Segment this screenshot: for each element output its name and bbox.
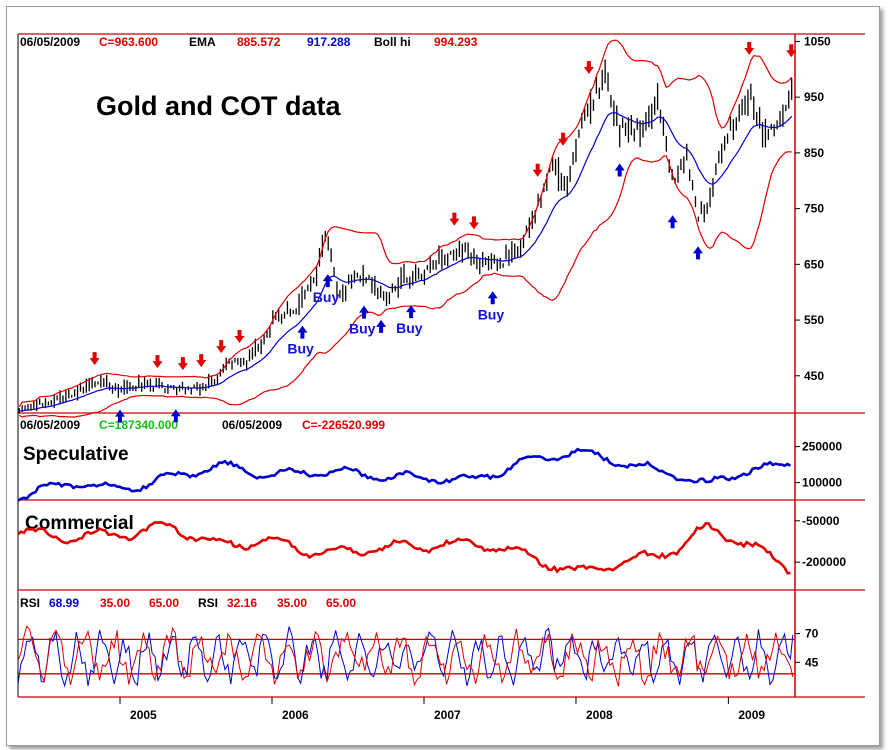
price-axis-tick-label: 650	[804, 257, 824, 271]
price-axis-tick-label: 450	[804, 369, 824, 383]
buy-arrow	[614, 163, 625, 177]
rsi-value-1: 68.99	[49, 596, 79, 610]
commercial-label: Commercial	[25, 513, 134, 534]
speculative-label: Speculative	[23, 444, 129, 465]
rsi-axis-tick-label: 45	[805, 655, 819, 669]
buy-arrow	[376, 319, 387, 333]
rsi-band-1a: 35.00	[100, 596, 130, 610]
ema-value-1: 885.572	[237, 35, 281, 49]
buy-arrow	[297, 325, 308, 339]
x-axis-tick-label: 2006	[282, 708, 309, 722]
buy-label: Buy	[396, 320, 423, 336]
sell-arrow	[583, 61, 594, 75]
x-axis-tick-label: 2009	[738, 708, 765, 722]
rsi-band-2b: 65.00	[326, 596, 356, 610]
x-axis-tick-label: 2007	[434, 708, 461, 722]
rsi-band-2a: 35.00	[277, 596, 307, 610]
buy-arrow	[170, 409, 181, 423]
speculative-line	[17, 447, 792, 502]
buy-label: Buy	[287, 341, 314, 357]
cot-axis-tick-label: -50000	[802, 514, 840, 528]
chart-title: Gold and COT data	[96, 91, 341, 121]
sell-arrow	[558, 132, 569, 146]
rsi-band-1b: 65.00	[149, 596, 179, 610]
ema-value-2: 917.288	[307, 35, 351, 49]
buy-arrow	[692, 246, 703, 260]
buy-label: Buy	[478, 306, 505, 322]
chart-window: 06/05/2009 C=963.600 EMA 885.572 917.288…	[6, 6, 880, 746]
bollinger-lower-line	[18, 151, 792, 418]
sell-arrow	[786, 44, 797, 58]
price-axis-tick-label: 1050	[804, 34, 831, 48]
price-close-label: C=963.600	[99, 35, 158, 49]
sell-arrow	[152, 355, 163, 369]
rsi-red-line	[17, 625, 794, 687]
sell-arrow	[468, 216, 479, 230]
price-axis-tick-label: 850	[804, 146, 824, 160]
buy-label: Buy	[349, 321, 376, 337]
cot-close-2: C=-226520.999	[302, 418, 385, 432]
sell-arrow	[177, 357, 188, 371]
cot-axis-tick-label: 250000	[802, 440, 842, 454]
x-axis-tick-label: 2005	[130, 708, 157, 722]
buy-arrow	[322, 274, 333, 288]
buy-arrow	[406, 305, 417, 319]
price-date-label: 06/05/2009	[20, 35, 80, 49]
rsi-axis-tick-label: 70	[805, 627, 819, 641]
buy-arrow	[115, 409, 126, 423]
rsi-value-2: 32.16	[227, 596, 257, 610]
cot-date-1: 06/05/2009	[20, 418, 80, 432]
cot-date-2: 06/05/2009	[222, 418, 282, 432]
sell-arrow	[532, 163, 543, 177]
rsi-blue-line	[17, 626, 794, 688]
cot-close-1: C=187340.000	[99, 418, 178, 432]
sell-arrow	[234, 330, 245, 344]
ema-line	[19, 112, 793, 412]
sell-arrow	[216, 340, 227, 354]
price-axis-tick-label: 950	[804, 90, 824, 104]
buy-arrow	[667, 215, 678, 229]
rsi-label-2: RSI	[198, 596, 218, 610]
ema-label: EMA	[189, 35, 216, 49]
bollinger-upper-line	[18, 39, 793, 408]
boll-label: Boll hi	[374, 35, 411, 49]
chart-canvas: 06/05/2009 C=963.600 EMA 885.572 917.288…	[17, 33, 865, 722]
sell-arrow	[744, 42, 755, 56]
boll-value: 994.293	[434, 35, 478, 49]
sell-arrow	[449, 212, 460, 226]
commercial-line	[17, 520, 791, 575]
cot-axis-tick-label: 100000	[802, 476, 842, 490]
cot-axis-tick-label: -200000	[802, 555, 846, 569]
sell-arrow	[196, 354, 207, 368]
x-axis-tick-label: 2008	[586, 708, 613, 722]
price-axis-tick-label: 550	[804, 313, 824, 327]
sell-arrow	[89, 352, 100, 366]
price-axis-tick-label: 750	[804, 202, 824, 216]
buy-arrow	[487, 291, 498, 305]
rsi-label-1: RSI	[20, 596, 40, 610]
buy-arrow	[359, 305, 370, 319]
buy-label: Buy	[313, 289, 340, 305]
